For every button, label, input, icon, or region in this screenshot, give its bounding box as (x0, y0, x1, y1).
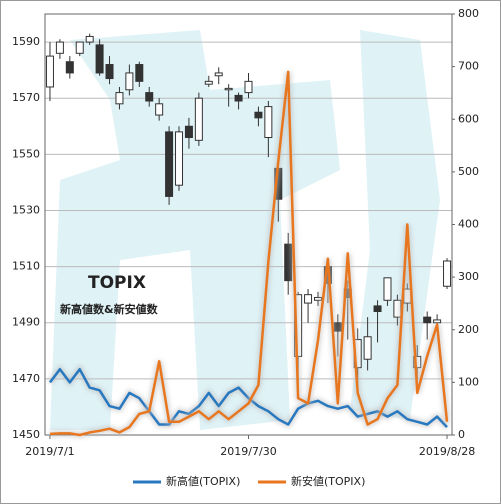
candle-body (433, 319, 442, 324)
candle-body (184, 125, 193, 138)
y2-tick-label: 700 (458, 60, 479, 73)
y-tick-label: 1510 (12, 260, 40, 273)
candle-body (224, 87, 233, 91)
y-tick-label: 1530 (12, 203, 40, 216)
y-tick-label: 1570 (12, 91, 40, 104)
y-tick-label: 1590 (12, 35, 40, 48)
x-tick-label: 2019/7/1 (25, 445, 74, 458)
candle-body (254, 111, 263, 119)
y2-tick-label: 100 (458, 375, 479, 388)
candle-body (65, 61, 74, 74)
annotation-subtitle: 新高値数&新安値数 (60, 302, 159, 316)
candle-body (155, 103, 164, 116)
annotation-title: TOPIX (88, 273, 146, 293)
candle-body (175, 131, 184, 186)
candle-body (165, 131, 174, 197)
candle-body (105, 64, 114, 80)
candle-body (95, 44, 104, 74)
candle-body (304, 294, 313, 304)
y2-tick-label: 800 (458, 7, 479, 20)
candle-body (45, 55, 54, 88)
candle-body (145, 92, 154, 102)
candle-body (125, 72, 134, 91)
y-tick-label: 1490 (12, 316, 40, 329)
y2-tick-label: 400 (458, 218, 479, 231)
candle-body (244, 80, 253, 94)
y-tick-label: 1450 (12, 428, 40, 441)
candle-body (214, 72, 223, 77)
x-tick-label: 2019/7/30 (220, 445, 276, 458)
candle-body (55, 41, 64, 54)
y2-tick-label: 500 (458, 165, 479, 178)
y2-tick-label: 0 (458, 428, 465, 441)
y-tick-label: 1550 (12, 147, 40, 160)
x-tick-label: 2019/8/28 (419, 445, 475, 458)
y2-tick-label: 300 (458, 270, 479, 283)
candle-body (75, 41, 84, 54)
y2-tick-label: 600 (458, 112, 479, 125)
candle-body (383, 277, 392, 301)
candle-body (115, 92, 124, 105)
candle-body (194, 97, 203, 141)
candle-body (85, 35, 94, 43)
candle-body (373, 305, 382, 313)
candle-body (363, 336, 372, 360)
candle-body (443, 260, 452, 287)
candle-body (135, 64, 144, 82)
line (49, 70, 449, 437)
candle-body (264, 106, 273, 138)
candle-body (234, 94, 243, 102)
legend-label: 新高値(TOPIX) (166, 474, 240, 488)
legend-label: 新安値(TOPIX) (291, 474, 365, 488)
y-tick-label: 1470 (12, 372, 40, 385)
candle-body (204, 80, 213, 85)
y2-tick-label: 200 (458, 323, 479, 336)
candle-body (423, 316, 432, 324)
